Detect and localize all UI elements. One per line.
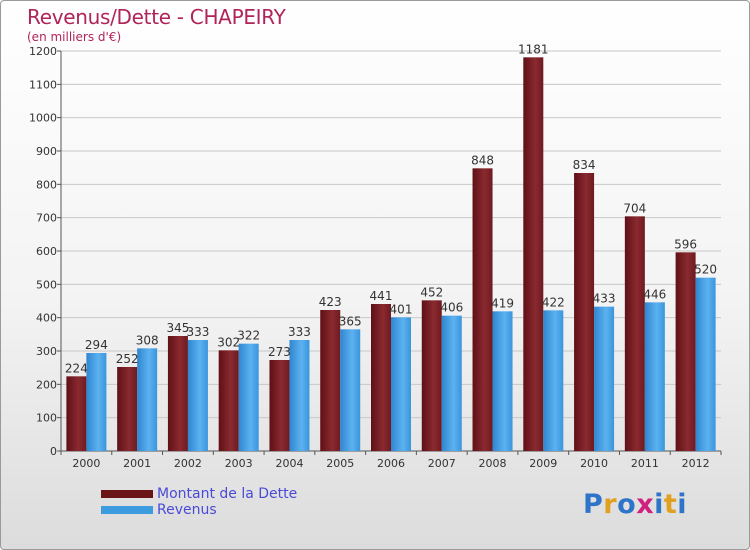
- bar-debt-2009: [523, 57, 544, 451]
- data-label-revenue-2009: 422: [542, 295, 565, 309]
- x-tick-label: 2002: [174, 457, 202, 470]
- x-tick-label: 2001: [123, 457, 151, 470]
- y-tick-label: 0: [50, 445, 57, 458]
- x-tick-label: 2008: [479, 457, 507, 470]
- data-label-debt-2012: 596: [674, 237, 697, 251]
- data-label-debt-2001: 252: [116, 352, 139, 366]
- data-label-debt-2009: 1181: [518, 42, 549, 56]
- y-tick-label: 1200: [29, 45, 57, 58]
- data-label-debt-2011: 704: [623, 201, 646, 215]
- y-tick-label: 1100: [29, 78, 57, 91]
- x-tick-label: 2005: [326, 457, 354, 470]
- data-label-debt-2002: 345: [166, 321, 189, 335]
- bar-revenue-2012: [695, 277, 716, 451]
- y-tick-label: 200: [36, 378, 57, 391]
- bar-debt-2001: [117, 367, 138, 451]
- data-label-revenue-2010: 433: [593, 292, 616, 306]
- chart-title: Revenus/Dette - CHAPEIRY: [27, 5, 286, 29]
- y-tick-label: 800: [36, 178, 57, 191]
- x-tick-label: 2000: [72, 457, 100, 470]
- bar-debt-2002: [167, 336, 188, 451]
- data-label-revenue-2002: 333: [186, 325, 209, 339]
- data-label-debt-2008: 848: [471, 153, 494, 167]
- data-label-debt-2003: 302: [217, 335, 240, 349]
- data-label-revenue-2006: 401: [390, 302, 413, 316]
- bar-debt-2003: [218, 350, 239, 451]
- y-tick-label: 900: [36, 145, 57, 158]
- data-label-revenue-2003: 322: [237, 329, 260, 343]
- y-tick-label: 700: [36, 212, 57, 225]
- data-label-debt-2005: 423: [319, 295, 342, 309]
- axes: 0 100 200 300 400 500 600 700 800 900 1000 1100 1200…: [29, 45, 722, 470]
- bar-debt-2004: [269, 360, 290, 451]
- bar-debt-2011: [624, 216, 645, 451]
- data-label-revenue-2001: 308: [136, 333, 159, 347]
- y-tick-label: 300: [36, 345, 57, 358]
- bar-debt-2008: [472, 168, 493, 452]
- logo-letter: i: [654, 489, 664, 520]
- data-label-debt-2004: 273: [268, 345, 291, 359]
- bar-revenue-2000: [86, 353, 107, 451]
- bar-revenue-2010: [594, 306, 615, 451]
- x-tick-label: 2012: [682, 457, 710, 470]
- data-label-revenue-2007: 406: [440, 301, 463, 315]
- logo-letter: x: [636, 489, 655, 520]
- x-tick-label: 2003: [225, 457, 253, 470]
- bar-debt-2000: [66, 376, 87, 451]
- data-label-debt-2007: 452: [420, 285, 443, 299]
- bar-debt-2005: [320, 310, 341, 451]
- data-label-debt-2006: 441: [370, 289, 393, 303]
- data-label-debt-2010: 834: [573, 158, 596, 172]
- x-tick-label: 2004: [275, 457, 303, 470]
- bar-debt-2010: [574, 173, 595, 451]
- bars: [66, 57, 716, 452]
- chart-subtitle: (en milliers d'€): [27, 30, 122, 44]
- legend-swatch-revenue: [101, 506, 153, 514]
- bar-revenue-2002: [187, 340, 208, 451]
- legend-label-debt: Montant de la Dette: [157, 486, 298, 502]
- bar-revenue-2007: [441, 315, 462, 451]
- logo-letter: t: [663, 489, 678, 520]
- y-tick-label: 100: [36, 412, 57, 425]
- legend-label-revenue: Revenus: [157, 502, 217, 518]
- legend-swatch-debt: [101, 490, 153, 498]
- bar-revenue-2001: [137, 348, 158, 451]
- bar-debt-2012: [675, 252, 696, 451]
- bar-revenue-2003: [238, 343, 259, 451]
- bar-debt-2006: [371, 304, 391, 451]
- logo-letter: r: [603, 489, 618, 520]
- bar-revenue-2008: [492, 311, 513, 451]
- logo-letter: P: [583, 489, 604, 520]
- bar-revenue-2004: [289, 340, 310, 451]
- data-label-revenue-2011: 446: [643, 287, 666, 301]
- bar-revenue-2006: [391, 317, 411, 451]
- y-tick-label: 600: [36, 245, 57, 258]
- x-tick-label: 2006: [377, 457, 405, 470]
- data-label-debt-2000: 224: [65, 361, 88, 375]
- y-tick-label: 1000: [29, 112, 57, 125]
- x-tick-label: 2007: [428, 457, 456, 470]
- data-label-revenue-2012: 520: [694, 263, 717, 277]
- x-tick-label: 2009: [529, 457, 557, 470]
- data-label-revenue-2008: 419: [491, 296, 514, 310]
- y-tick-label: 400: [36, 312, 57, 325]
- x-tick-label: 2011: [631, 457, 659, 470]
- bar-debt-2007: [421, 300, 442, 451]
- x-tick-label: 2010: [580, 457, 608, 470]
- logo-letter: o: [617, 489, 637, 520]
- bar-revenue-2005: [340, 329, 361, 451]
- logo-letter: i: [677, 489, 688, 520]
- y-tick-label: 500: [36, 278, 57, 291]
- data-label-revenue-2005: 365: [339, 314, 362, 328]
- bar-revenue-2009: [543, 310, 564, 451]
- data-label-revenue-2004: 333: [288, 325, 311, 339]
- proxiti-logo: Proxiti: [583, 489, 687, 520]
- data-label-revenue-2000: 294: [85, 338, 108, 352]
- bar-revenue-2011: [644, 302, 665, 451]
- data-labels: 2242942523083453333023222733334233654414…: [65, 42, 717, 375]
